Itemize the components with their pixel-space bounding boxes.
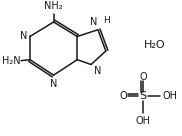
Text: S: S [140, 91, 147, 101]
Text: H₂O: H₂O [144, 40, 166, 50]
Text: N: N [50, 79, 57, 89]
Text: O: O [139, 72, 147, 82]
Text: N: N [90, 17, 97, 27]
Text: NH₂: NH₂ [44, 1, 63, 11]
Text: OH: OH [136, 116, 151, 126]
Text: O: O [120, 91, 127, 101]
Text: H: H [103, 16, 110, 25]
Text: N: N [94, 67, 101, 76]
Text: H₂N: H₂N [2, 56, 21, 66]
Text: OH: OH [163, 91, 178, 101]
Text: N: N [20, 32, 27, 41]
